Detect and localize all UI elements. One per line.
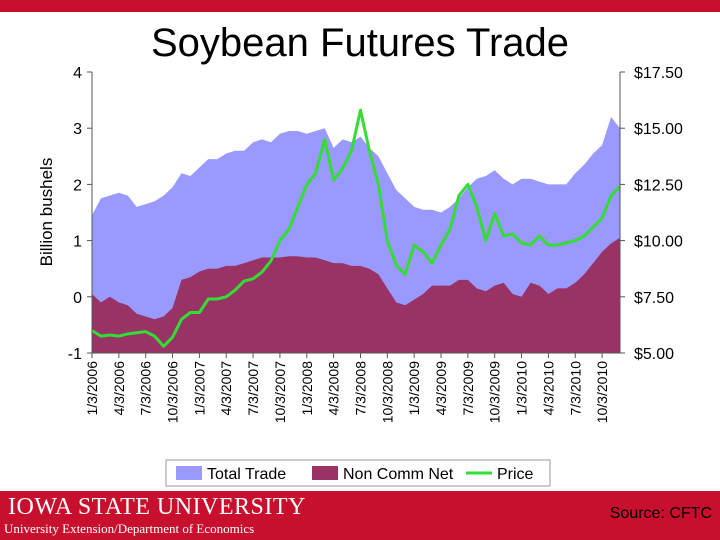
legend-price-label: Price [497, 466, 534, 483]
chart: 4 3 2 1 0 -1 $17.50 $15.00 $12.50 $10.00 $7.50 $5.… [37, 65, 683, 487]
x-tick-label: 1/3/2007 [191, 361, 207, 416]
x-tick-label: 10/3/2010 [594, 361, 610, 423]
footer-bar [0, 491, 720, 540]
x-tick-label: 1/3/2009 [406, 361, 422, 416]
right-tick-label: $17.50 [634, 65, 683, 82]
page-title: Soybean Futures Trade [150, 21, 570, 65]
left-tick-label: 1 [73, 234, 82, 251]
right-tick-label: $7.50 [634, 290, 674, 307]
left-tick-label: 2 [73, 177, 82, 194]
x-tick-label: 4/3/2006 [111, 361, 127, 416]
x-tick-label: 10/3/2007 [272, 361, 288, 423]
left-tick-label: 4 [73, 65, 82, 82]
x-tick-label: 4/3/2009 [433, 361, 449, 416]
source-label: Source: CFTC [609, 505, 712, 522]
right-tick-label: $10.00 [634, 234, 683, 251]
legend: Total Trade Non Comm Net Price [165, 459, 551, 487]
left-tick-label: -1 [68, 346, 82, 363]
y-axis-label: Billion bushels [37, 158, 56, 267]
top-accent-bar [0, 0, 720, 12]
x-tick-label: 1/3/2006 [84, 361, 100, 416]
x-tick-label: 10/3/2009 [487, 361, 503, 423]
legend-total-trade-label: Total Trade [207, 466, 286, 483]
x-tick-label: 1/3/2008 [299, 361, 315, 416]
legend-non-comm-net-label: Non Comm Net [343, 466, 454, 483]
right-tick-label: $12.50 [634, 177, 683, 194]
x-tick-label: 7/3/2010 [567, 361, 583, 416]
x-tick-label: 4/3/2010 [540, 361, 556, 416]
x-tick-label: 4/3/2007 [218, 361, 234, 416]
right-tick-label: $15.00 [634, 121, 683, 138]
left-tick-label: 3 [73, 121, 82, 138]
x-tick-label: 1/3/2010 [514, 361, 530, 416]
university-wordmark: IOWA STATE UNIVERSITY [8, 494, 306, 520]
legend-total-trade-swatch [176, 466, 202, 480]
x-tick-label: 7/3/2009 [460, 361, 476, 416]
left-tick-label: 0 [73, 290, 82, 307]
x-tick-label: 10/3/2008 [379, 361, 395, 423]
series-non-comm-net-area [92, 237, 620, 353]
x-tick-label: 7/3/2007 [245, 361, 261, 416]
x-tick-label: 7/3/2006 [138, 361, 154, 416]
series-price-line [91, 108, 622, 348]
x-tick-label: 10/3/2006 [165, 361, 181, 423]
right-tick-label: $5.00 [634, 346, 674, 363]
x-tick-label: 7/3/2008 [353, 361, 369, 416]
x-tick-label: 4/3/2008 [326, 361, 342, 416]
department-label: University Extension/Department of Econo… [4, 521, 255, 536]
legend-non-comm-net-swatch [312, 466, 338, 480]
